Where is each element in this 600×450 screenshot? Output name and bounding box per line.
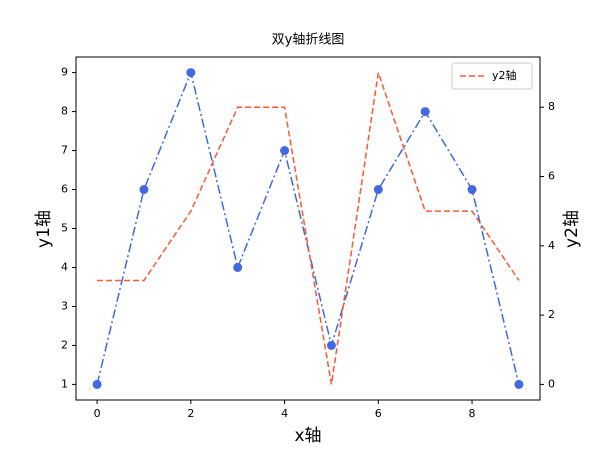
y-tick-label: 3: [61, 299, 68, 312]
data-point: [186, 68, 196, 78]
y-tick-label: 8: [61, 105, 68, 118]
data-point: [467, 185, 477, 195]
y2-tick-label: 8: [548, 100, 555, 113]
y2-tick-label: 6: [548, 170, 555, 183]
y2-tick-label: 2: [548, 308, 555, 321]
y-tick-label: 9: [61, 66, 68, 79]
y2-tick-label: 4: [548, 239, 555, 252]
data-point: [92, 379, 102, 389]
y-tick-label: 5: [61, 222, 68, 235]
data-point: [514, 379, 524, 389]
data-point: [373, 185, 383, 195]
y-tick-label: 1: [61, 377, 68, 390]
y-tick-label: 7: [61, 144, 68, 157]
legend-box: [451, 62, 533, 90]
data-point: [420, 107, 430, 117]
series-line: [97, 72, 520, 385]
data-point: [233, 262, 243, 272]
y-tick-label: 4: [61, 260, 68, 273]
y-axis-label: y1轴: [34, 210, 54, 248]
y-tick-label: 2: [61, 338, 68, 351]
series-line: [96, 70, 520, 385]
x-tick-label: 8: [469, 407, 476, 420]
x-tick-label: 0: [94, 407, 101, 420]
plot-frame: [75, 56, 541, 401]
data-point: [139, 185, 149, 195]
y-tick-label: 6: [61, 183, 68, 196]
y2-axis-label: y2轴: [562, 210, 582, 248]
x-axis-label: x轴: [294, 426, 321, 446]
x-tick-label: 2: [187, 407, 194, 420]
chart-title: 双y轴折线图: [272, 33, 345, 48]
data-point: [326, 340, 336, 350]
x-tick-label: 6: [375, 407, 382, 420]
x-tick-label: 4: [281, 407, 288, 420]
y2-tick-label: 0: [548, 377, 555, 390]
legend-label: y2轴: [492, 68, 517, 82]
data-point: [280, 146, 290, 156]
